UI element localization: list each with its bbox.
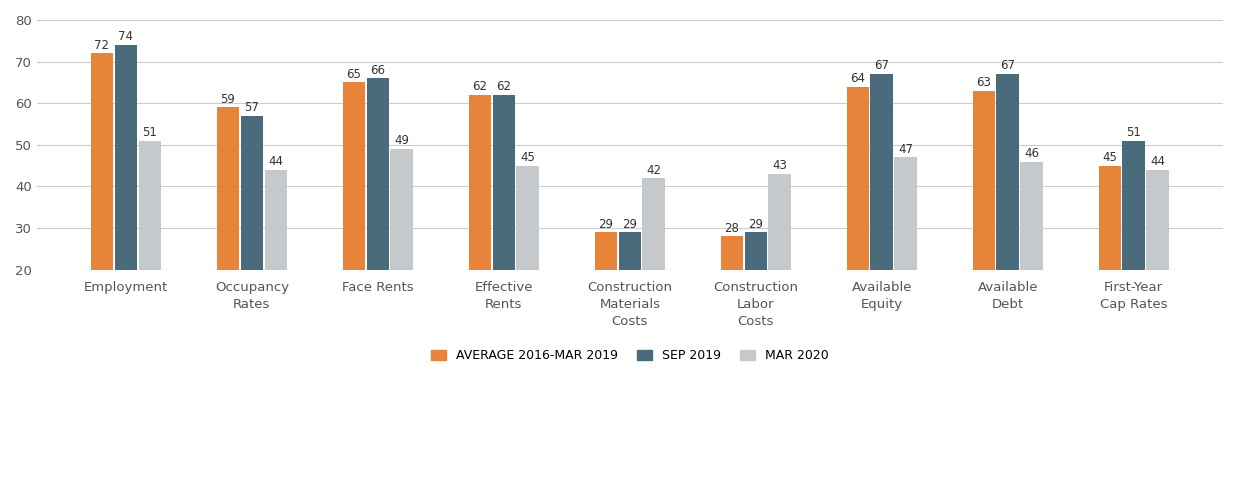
Bar bbox=[870, 74, 893, 270]
Bar bbox=[1123, 141, 1145, 270]
Text: 72: 72 bbox=[94, 39, 109, 52]
Bar bbox=[516, 166, 540, 270]
Bar bbox=[973, 91, 995, 270]
Text: 44: 44 bbox=[269, 155, 284, 168]
Bar bbox=[847, 86, 869, 270]
Bar bbox=[343, 83, 365, 270]
Text: 59: 59 bbox=[220, 93, 235, 106]
Text: 74: 74 bbox=[119, 30, 134, 43]
Text: 66: 66 bbox=[370, 64, 385, 77]
Text: 43: 43 bbox=[773, 159, 787, 172]
Text: 28: 28 bbox=[724, 222, 739, 235]
Text: 46: 46 bbox=[1024, 147, 1039, 160]
Bar bbox=[1098, 166, 1122, 270]
Bar bbox=[619, 232, 641, 270]
Text: 67: 67 bbox=[1000, 59, 1015, 72]
Bar bbox=[217, 107, 239, 270]
Text: 45: 45 bbox=[1102, 151, 1118, 164]
Bar bbox=[493, 95, 515, 270]
Bar bbox=[894, 157, 917, 270]
Text: 47: 47 bbox=[899, 142, 914, 156]
Text: 29: 29 bbox=[748, 218, 764, 230]
Text: 51: 51 bbox=[1127, 126, 1141, 139]
Text: 29: 29 bbox=[598, 218, 614, 230]
Text: 62: 62 bbox=[473, 80, 488, 93]
Text: 51: 51 bbox=[142, 126, 157, 139]
Bar bbox=[366, 78, 389, 270]
Text: 65: 65 bbox=[347, 68, 361, 81]
Bar bbox=[744, 232, 768, 270]
Text: 67: 67 bbox=[874, 59, 889, 72]
Bar bbox=[1146, 170, 1169, 270]
Bar bbox=[769, 174, 791, 270]
Bar bbox=[139, 141, 161, 270]
Legend: AVERAGE 2016-MAR 2019, SEP 2019, MAR 2020: AVERAGE 2016-MAR 2019, SEP 2019, MAR 202… bbox=[425, 343, 834, 369]
Text: 49: 49 bbox=[395, 134, 410, 147]
Text: 63: 63 bbox=[977, 76, 992, 89]
Bar bbox=[1020, 161, 1044, 270]
Bar bbox=[643, 178, 665, 270]
Bar bbox=[265, 170, 287, 270]
Text: 62: 62 bbox=[496, 80, 511, 93]
Bar bbox=[390, 149, 413, 270]
Bar bbox=[240, 116, 264, 270]
Text: 57: 57 bbox=[244, 101, 259, 114]
Bar bbox=[115, 45, 137, 270]
Text: 42: 42 bbox=[646, 164, 661, 176]
Text: 45: 45 bbox=[520, 151, 535, 164]
Bar bbox=[997, 74, 1019, 270]
Bar bbox=[90, 53, 114, 270]
Text: 44: 44 bbox=[1150, 155, 1165, 168]
Bar bbox=[594, 232, 618, 270]
Bar bbox=[721, 237, 743, 270]
Text: 29: 29 bbox=[623, 218, 638, 230]
Text: 64: 64 bbox=[851, 72, 865, 85]
Bar bbox=[469, 95, 491, 270]
